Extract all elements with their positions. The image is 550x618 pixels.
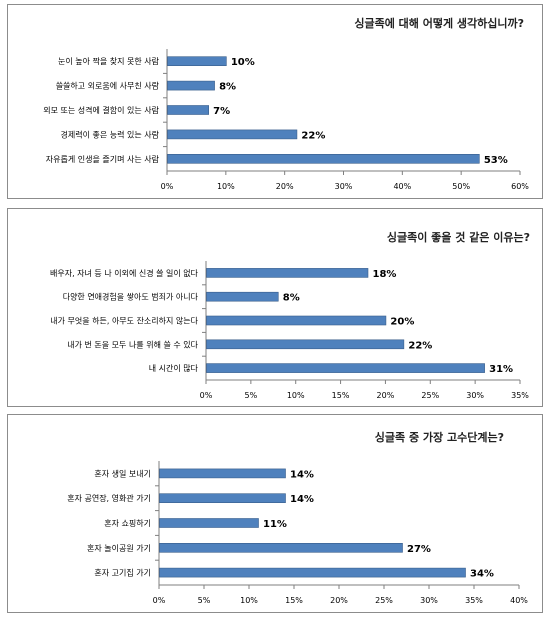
bar (159, 567, 466, 578)
chart-panel-1: 싱글족에 대해 어떻게 생각하십니까? 0% 10% 20% 30% 40% 50% 60%… (7, 4, 543, 199)
x-tick-label: 0% (153, 596, 166, 605)
data-label: 34% (470, 569, 494, 580)
x-tick-label: 50% (452, 182, 470, 191)
x-tick-label: 5% (245, 391, 258, 400)
bar (167, 56, 227, 67)
bar (159, 468, 286, 479)
category-label: 배우자, 자녀 등 나 이외에 신경 쓸 일이 없다 (50, 268, 199, 278)
category-label: 다양한 연애경험을 쌓아도 범죄가 아니다 (63, 292, 199, 302)
x-tick-label: 20% (276, 182, 294, 191)
data-label: 22% (301, 130, 325, 141)
category-label: 혼자 놀이공원 가기 (87, 543, 151, 553)
data-label: 20% (390, 317, 414, 328)
category-label: 혼자 공연장, 영화관 가기 (67, 493, 151, 503)
x-tick-label: 10% (217, 182, 235, 191)
data-label: 22% (408, 340, 432, 351)
bar (167, 80, 215, 91)
chart-title: 싱글족에 대해 어떻게 생각하십니까? (354, 17, 524, 30)
data-label: 14% (290, 469, 314, 480)
x-tick-label: 15% (332, 391, 350, 400)
bar (159, 518, 259, 528)
data-label: 18% (372, 269, 396, 280)
chart-title: 싱글족 중 가장 고수단계는? (374, 431, 504, 444)
category-label: 쓸쓸하고 외로움에 사무친 사람 (56, 81, 160, 91)
category-label: 혼자 쇼핑하기 (104, 518, 151, 528)
category-label: 혼자 고기집 가기 (94, 568, 151, 578)
bar (206, 268, 369, 278)
data-label: 7% (213, 106, 230, 117)
data-label: 14% (290, 494, 314, 505)
bar (167, 154, 480, 164)
chart-panel-3: 싱글족 중 가장 고수단계는? 0% 5% 10% 15% 20% 25% 30% 35% 40… (7, 414, 543, 613)
x-tick-label: 0% (161, 182, 174, 191)
data-label: 11% (263, 519, 287, 530)
x-tick-label: 35% (465, 596, 483, 605)
bar (159, 543, 403, 553)
x-tick-label: 10% (287, 391, 305, 400)
x-tick-label: 40% (393, 182, 411, 191)
chart-panel-2: 싱글족이 좋을 것 같은 이유는? 0% 5% 10% 15% 20% 25% 30% 35%… (7, 208, 543, 407)
x-tick-label: 15% (285, 596, 303, 605)
bar-chart-1: 0% 10% 20% 30% 40% 50% 60% 눈이 높아 짝을 찾지 못한 사람 10%… (43, 49, 529, 191)
x-tick-label: 30% (335, 182, 353, 191)
chart-title: 싱글족이 좋을 것 같은 이유는? (386, 231, 530, 244)
bar (159, 493, 286, 503)
category-label: 내가 번 돈을 모두 나를 위해 쓸 수 있다 (67, 339, 198, 349)
category-label: 눈이 높아 짝을 찾지 못한 사람 (58, 56, 160, 66)
bar (167, 129, 298, 140)
bar (206, 291, 279, 302)
bar (167, 105, 209, 115)
bar (206, 315, 387, 326)
category-label: 외모 또는 성격에 결함이 있는 사람 (43, 105, 159, 115)
category-label: 경제력이 좋은 능력 있는 사람 (61, 129, 160, 139)
x-tick-label: 40% (510, 596, 528, 605)
x-tick-label: 0% (200, 391, 213, 400)
data-label: 27% (407, 544, 431, 555)
x-tick-label: 25% (421, 391, 439, 400)
data-label: 10% (231, 57, 255, 68)
bar (206, 339, 405, 350)
category-label: 내 시간이 많다 (149, 363, 199, 373)
x-tick-label: 35% (511, 391, 529, 400)
category-label: 내가 무엇을 하든, 아무도 잔소리하지 않는다 (50, 316, 198, 326)
bar-chart-2: 0% 5% 10% 15% 20% 25% 30% 35% 배우자, 자녀 등 나 이외에 신경… (50, 261, 529, 400)
bar (206, 363, 485, 373)
data-label: 53% (484, 155, 508, 166)
bar-chart-3: 0% 5% 10% 15% 20% 25% 30% 35% 40% 혼자 생일 보내기 14% 혼자 … (67, 461, 528, 605)
x-tick-label: 30% (420, 596, 438, 605)
x-tick-label: 30% (466, 391, 484, 400)
data-label: 8% (283, 293, 300, 304)
data-label: 31% (489, 364, 513, 375)
category-label: 자유롭게 인생을 즐기며 사는 사람 (46, 154, 160, 164)
x-tick-label: 20% (330, 596, 348, 605)
x-tick-label: 25% (375, 596, 393, 605)
category-label: 혼자 생일 보내기 (94, 468, 151, 478)
x-tick-label: 10% (240, 596, 258, 605)
x-tick-label: 20% (377, 391, 395, 400)
x-tick-label: 5% (198, 596, 211, 605)
x-tick-label: 60% (511, 182, 529, 191)
data-label: 8% (219, 82, 236, 93)
